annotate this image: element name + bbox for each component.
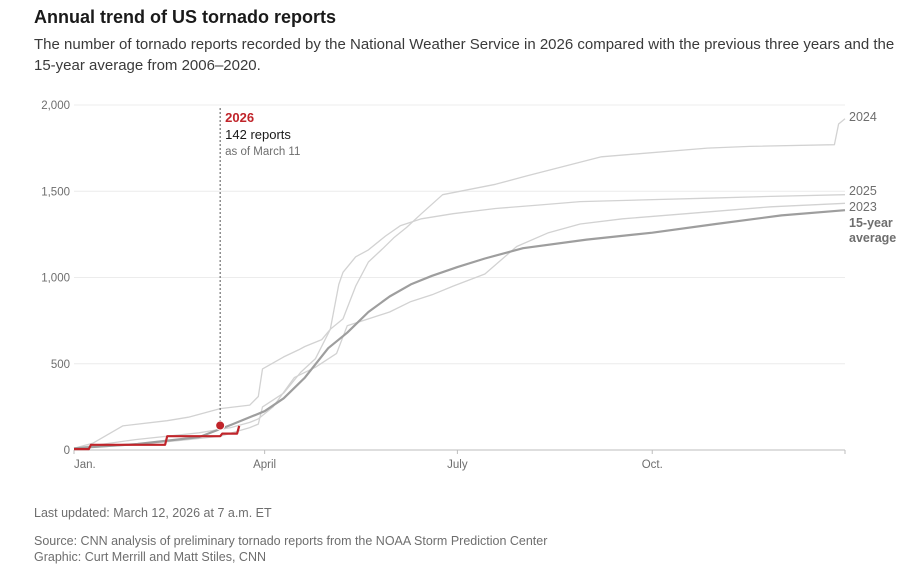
last-updated: Last updated: March 12, 2026 at 7 a.m. E… xyxy=(34,506,272,520)
series-label-2024: 2024 xyxy=(849,110,877,124)
graphic-credit: Graphic: Curt Merrill and Matt Stiles, C… xyxy=(34,550,267,564)
y-tick-label: 1,000 xyxy=(41,273,70,285)
x-tick-label: July xyxy=(447,459,468,471)
x-tick-label: Jan. xyxy=(74,459,96,471)
source-note: Source: CNN analysis of preliminary torn… xyxy=(34,534,548,548)
annotation-date: as of March 11 xyxy=(225,146,300,158)
current-value-point xyxy=(215,420,226,431)
series-label-15-year-average: average xyxy=(849,231,896,245)
series-line-15-year-average xyxy=(73,209,846,450)
y-tick-label: 1,500 xyxy=(41,186,70,198)
series-label-2023: 2023 xyxy=(849,200,877,214)
series-line-2023 xyxy=(73,202,846,449)
x-tick-label: Oct. xyxy=(642,459,663,471)
y-tick-label: 0 xyxy=(64,445,70,457)
annotation-count: 142 reports xyxy=(225,127,291,142)
y-tick-label: 500 xyxy=(51,359,70,371)
chart-subtitle: The number of tornado reports recorded b… xyxy=(34,36,895,74)
chart-title: Annual trend of US tornado reports xyxy=(34,7,337,27)
series-label-15-year-average: 15-year xyxy=(849,216,893,230)
y-tick-label: 2,000 xyxy=(41,100,70,112)
series-line-2025 xyxy=(73,194,846,449)
x-tick-label: April xyxy=(253,459,276,471)
series-line-2026 xyxy=(74,425,241,451)
series-line-2024 xyxy=(73,118,846,449)
annotation-year: 2026 xyxy=(225,110,254,125)
series-label-2025: 2025 xyxy=(849,184,877,198)
